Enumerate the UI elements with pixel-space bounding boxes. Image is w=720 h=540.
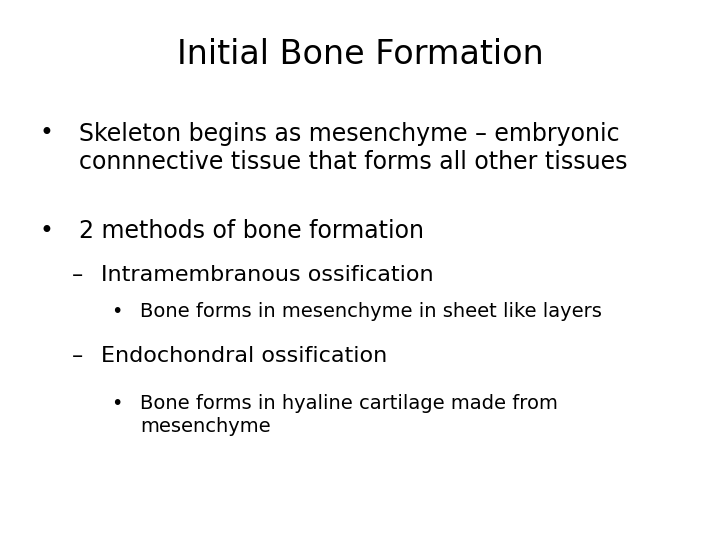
Text: –: – <box>72 346 84 366</box>
Text: Initial Bone Formation: Initial Bone Formation <box>176 38 544 71</box>
Text: –: – <box>72 265 84 285</box>
Text: 2 methods of bone formation: 2 methods of bone formation <box>79 219 424 242</box>
Text: Bone forms in hyaline cartilage made from
mesenchyme: Bone forms in hyaline cartilage made fro… <box>140 394 558 436</box>
Text: •: • <box>40 122 53 145</box>
Text: Endochondral ossification: Endochondral ossification <box>101 346 387 366</box>
Text: •: • <box>112 302 123 321</box>
Text: •: • <box>112 394 123 413</box>
Text: Intramembranous ossification: Intramembranous ossification <box>101 265 433 285</box>
Text: Skeleton begins as mesenchyme – embryonic
connnective tissue that forms all othe: Skeleton begins as mesenchyme – embryoni… <box>79 122 628 174</box>
Text: •: • <box>40 219 53 242</box>
Text: Bone forms in mesenchyme in sheet like layers: Bone forms in mesenchyme in sheet like l… <box>140 302 602 321</box>
